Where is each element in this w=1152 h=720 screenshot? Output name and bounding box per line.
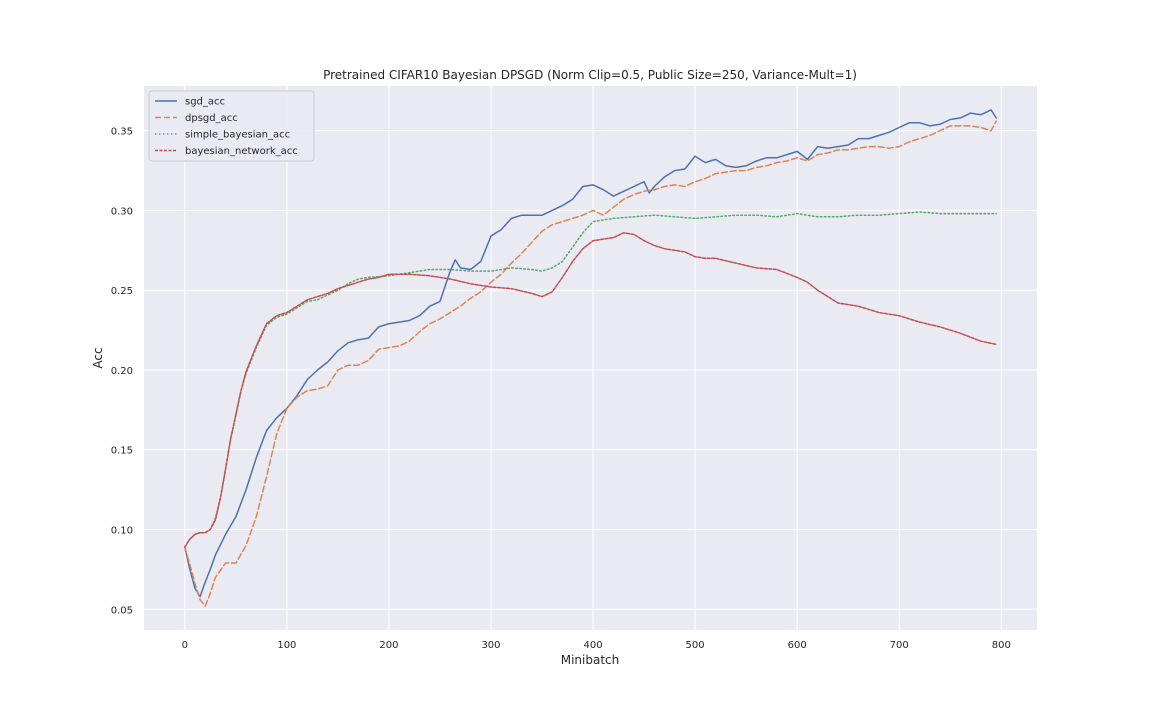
y-tick-label: 0.15 bbox=[111, 446, 133, 457]
x-tick-label: 0 bbox=[182, 640, 188, 651]
x-tick-label: 400 bbox=[584, 640, 603, 651]
y-tick-label: 0.20 bbox=[111, 366, 133, 377]
y-tick-label: 0.05 bbox=[111, 605, 133, 616]
series-line-simple-bayesian-acc bbox=[184, 211, 997, 548]
x-tick-label: 600 bbox=[788, 640, 807, 651]
legend-box bbox=[148, 90, 315, 162]
plot-area-background bbox=[144, 86, 1037, 630]
x-tick-label: 500 bbox=[686, 640, 705, 651]
x-tick-label: 700 bbox=[890, 640, 909, 651]
x-axis-title: Minibatch bbox=[561, 653, 620, 667]
x-tick-label: 800 bbox=[992, 640, 1011, 651]
y-tick-label: 0.10 bbox=[111, 525, 133, 536]
x-tick-label: 200 bbox=[379, 640, 398, 651]
series-line-dpsgd-acc bbox=[184, 120, 997, 607]
x-tick-label: 100 bbox=[277, 640, 296, 651]
legend-label: sgd_acc bbox=[185, 97, 225, 108]
tick-labels: 0 100 200 300 400 500 600 700 800 0.05 0.10 0.15 0.2… bbox=[111, 127, 1011, 651]
legend: sgd_acc dpsgd_acc simple_bayesian_accbayes… bbox=[148, 90, 315, 162]
chart-title: Pretrained CIFAR10 Bayesian DPSGD (Norm … bbox=[323, 68, 857, 82]
series-lines bbox=[184, 109, 997, 607]
series-line-sgd-acc bbox=[184, 109, 997, 598]
y-tick-label: 0.30 bbox=[111, 206, 133, 217]
grid-lines bbox=[144, 86, 1037, 630]
y-tick-label: 0.25 bbox=[111, 286, 133, 297]
legend-items: sgd_acc dpsgd_acc simple_bayesian_accbayes… bbox=[155, 97, 298, 157]
x-tick-label: 300 bbox=[481, 640, 500, 651]
series-line-bayesian-network-acc bbox=[184, 232, 997, 548]
y-axis-title: Acc bbox=[91, 347, 105, 368]
legend-label: bayesian_network_acc bbox=[185, 146, 298, 157]
legend-label: dpsgd_acc bbox=[185, 113, 238, 124]
legend-label: simple_bayesian_acc bbox=[185, 130, 290, 141]
y-tick-label: 0.35 bbox=[111, 127, 133, 138]
